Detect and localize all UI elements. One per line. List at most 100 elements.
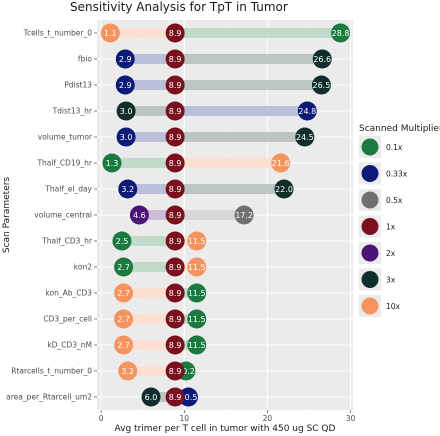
legend-label: 10x [386,302,401,311]
y-tick-label: area_per_Rtarcell_um2 [6,393,92,402]
point-high-label: 11.5 [188,237,206,246]
point-baseline-label: 8.9 [169,159,182,168]
point-baseline [165,101,185,121]
y-tick-label: CD3_per_cell [43,315,92,324]
point-baseline [165,49,185,69]
point-baseline [165,153,185,173]
legend-label: 2x [386,249,396,258]
range-bar-low [121,236,176,246]
point-baseline-label: 8.9 [169,211,182,220]
point-high-label: 17.2 [235,211,253,220]
legend-swatch [361,297,379,315]
point-baseline [165,179,185,199]
range-bar-high [175,106,308,116]
legend-swatch [361,165,379,182]
point-baseline [165,257,185,277]
legend-swatch [361,138,379,156]
y-tick-label: volume_tumor [38,133,93,142]
point-low [102,153,122,173]
legend: Scanned Multiplier 0.1x 0.33x 0.5x 1x 2x 3x 10… [359,124,440,317]
range-bar-high [175,158,281,168]
point-high-label: 11.5 [188,315,206,324]
point-baseline-label: 8.9 [169,341,182,350]
point-baseline-label: 8.9 [169,393,182,402]
point-low [129,205,149,225]
point-high [297,101,317,121]
point-baseline-label: 8.9 [169,367,182,376]
point-high [271,153,291,173]
point-high [187,257,207,277]
chart-title: Sensitivity Analysis for TpT in Tumor [70,0,288,14]
range-bar-high [175,340,197,350]
point-low [116,101,136,121]
range-bar-low [125,54,176,64]
point-high-label: 28.8 [332,29,350,38]
y-tick-label: volume_central [34,211,92,220]
range-bars [110,28,341,402]
range-bar-low [125,80,176,90]
point-high [331,23,351,43]
legend-label: 0.33x [386,170,408,179]
range-bar-low [127,366,176,376]
legend-label: 1x [386,223,396,232]
point-baseline-label: 8.9 [169,185,182,194]
legend-swatch [361,191,379,209]
point-high-label: 10.5 [180,393,198,402]
point-low [114,309,134,329]
x-tick-labels: 0 10 20 30 [99,410,356,423]
point-high [234,205,254,225]
legend-label: 0.5x [386,196,403,205]
point-low-label: 4.6 [133,211,146,220]
point-baseline-label: 8.9 [169,107,182,116]
point-baseline-label: 8.9 [169,55,182,64]
point-baseline [165,283,185,303]
range-bar-high [175,184,285,194]
point-high [295,127,315,147]
point-high [187,309,207,329]
point-low-label: 2.7 [117,289,130,298]
point-low [114,257,134,277]
point-high [178,387,198,407]
y-tick-label: kD_CD3_nM [47,341,92,350]
point-low-label: 3.0 [120,133,133,142]
point-high [187,283,207,303]
point-high-label: 24.8 [298,107,316,116]
point-low-label: 1.1 [104,29,117,38]
y-tick-label: Tdist13_hr [52,107,93,116]
point-baseline [165,75,185,95]
range-bar-high [175,314,197,324]
range-bar-low [151,392,176,402]
range-bar-low [123,288,176,298]
point-baseline-label: 8.9 [169,263,182,272]
y-tick-label: Thalf_CD19_hr [36,159,92,168]
range-bar-high [175,262,197,272]
y-tick-label: kon2 [74,263,92,272]
data-points: 1.1 28.8 8.9 2.9 26.6 8.9 2.9 26.5 8.9 3.0 24.8 8.9… [100,23,351,407]
point-high-label: 10.2 [177,367,195,376]
point-baseline [165,205,185,225]
point-baseline-label: 8.9 [169,81,182,90]
point-low [114,335,134,355]
legend-swatch [361,271,379,288]
point-high-label: 26.5 [313,81,331,90]
point-low [112,231,132,251]
point-high-label: 26.6 [313,55,331,64]
y-tick-label: kon_Ab_CD3 [45,289,92,298]
point-high [187,335,207,355]
point-low-label: 2.7 [117,263,130,272]
point-baseline [165,231,185,251]
point-low [115,49,135,69]
y-tick-label: Rtarcells_t_number_0 [11,367,92,376]
y-tick-label: Thalf_CD3_hr [41,237,93,246]
point-high-label: 24.5 [296,133,314,142]
point-low-label: 3.0 [120,107,133,116]
legend-items: 0.1x 0.33x 0.5x 1x 2x 3x 10x [359,136,408,317]
x-tick-label: 30 [346,414,356,423]
range-bar-low [123,262,176,272]
x-tick-label: 0 [99,414,104,423]
point-baseline-label: 8.9 [169,133,182,142]
point-baseline-label: 8.9 [169,315,182,324]
point-low [141,387,161,407]
range-bar-high [175,132,305,142]
